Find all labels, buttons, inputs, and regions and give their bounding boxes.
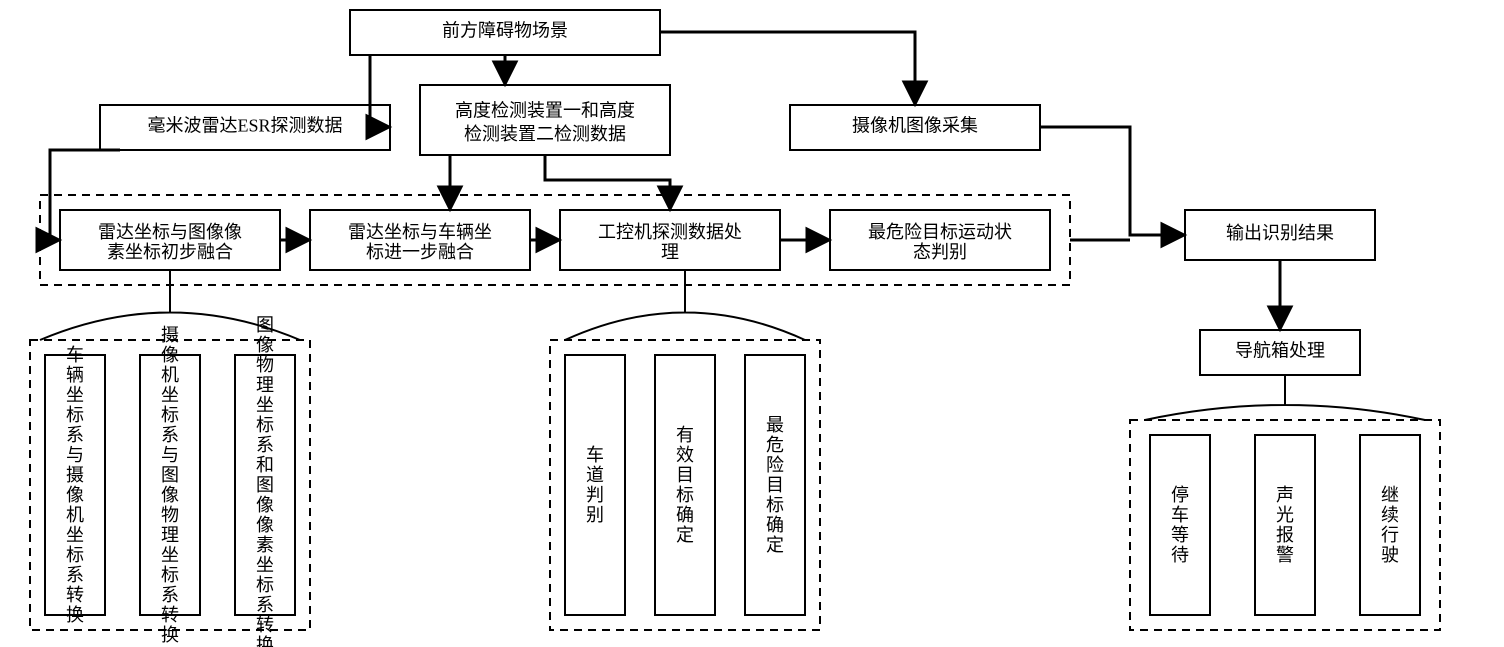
sub_fuse1-item-1-char-10: 理 bbox=[161, 525, 179, 545]
sub_fuse1-item-0-char-2: 坐 bbox=[66, 385, 84, 405]
sub_fuse1-item-2-char-10: 像 bbox=[256, 515, 274, 535]
sub_fuse1-item-1-char-2: 机 bbox=[161, 365, 179, 385]
sub_fuse1-item-2-char-6: 系 bbox=[256, 435, 274, 455]
scene-label: 前方障碍物场景 bbox=[442, 21, 568, 41]
sub_ipc-item-1-char-4: 确 bbox=[676, 505, 694, 525]
sub_nav-item-1-char-1: 光 bbox=[1276, 505, 1294, 525]
sub_ipc-item-1-char-2: 目 bbox=[676, 465, 694, 485]
sub_ipc-item-0-char-3: 别 bbox=[586, 505, 604, 525]
sub_fuse1-item-1-char-12: 标 bbox=[161, 565, 179, 585]
edge-6 bbox=[1040, 127, 1185, 235]
brace-2 bbox=[1145, 390, 1425, 420]
sub_nav-item-2-char-2: 行 bbox=[1381, 525, 1399, 545]
sub_fuse1-item-0-char-4: 系 bbox=[66, 425, 84, 445]
sub_fuse1-item-1-char-14: 转 bbox=[161, 605, 179, 625]
sub_fuse1-item-2-char-1: 像 bbox=[256, 335, 274, 355]
sub_fuse1-item-0-char-10: 标 bbox=[66, 545, 84, 565]
ipc-label-1: 理 bbox=[661, 242, 679, 262]
sub_fuse1-item-2-char-9: 像 bbox=[256, 495, 274, 515]
sub_fuse1-item-2-char-14: 系 bbox=[256, 595, 274, 615]
sub_fuse1-item-2-char-4: 坐 bbox=[256, 395, 274, 415]
navbox-label: 导航箱处理 bbox=[1235, 341, 1325, 361]
sub_nav-item-1-char-0: 声 bbox=[1276, 485, 1294, 505]
sub_nav-item-0-char-3: 待 bbox=[1171, 545, 1189, 565]
height-label-1: 检测装置二检测数据 bbox=[464, 124, 626, 144]
sub_fuse1-item-0-char-5: 与 bbox=[66, 445, 84, 465]
fuse1-label-0: 雷达坐标与图像像 bbox=[98, 222, 242, 242]
sub_ipc-item-1-char-5: 定 bbox=[676, 525, 694, 545]
sub_nav-item-0-char-2: 等 bbox=[1171, 525, 1189, 545]
sub_ipc-item-0-char-0: 车 bbox=[586, 445, 604, 465]
sub_fuse1-item-2-char-12: 坐 bbox=[256, 555, 274, 575]
edge-5 bbox=[545, 155, 670, 210]
sub_ipc-item-2-char-0: 最 bbox=[766, 415, 784, 435]
sub_nav-item-2-char-0: 继 bbox=[1381, 485, 1399, 505]
sub_fuse1-item-1-char-9: 物 bbox=[161, 505, 179, 525]
fuse2-label-1: 标进一步融合 bbox=[366, 242, 474, 262]
sub_fuse1-item-0-char-13: 换 bbox=[66, 605, 84, 625]
danger-label-0: 最危险目标运动状 bbox=[868, 222, 1012, 242]
danger-label-1: 态判别 bbox=[913, 242, 967, 262]
sub_ipc-item-2-char-4: 标 bbox=[766, 495, 784, 515]
sub_nav-item-1-char-3: 警 bbox=[1276, 545, 1294, 565]
sub_fuse1-item-1-char-7: 图 bbox=[161, 465, 179, 485]
sub_ipc-item-1-char-1: 效 bbox=[676, 445, 694, 465]
sub_nav-item-1-char-2: 报 bbox=[1276, 525, 1294, 545]
sub_fuse1-item-2-char-0: 图 bbox=[256, 315, 274, 335]
sub_ipc-item-2-char-3: 目 bbox=[766, 475, 784, 495]
sub_nav-item-0-char-0: 停 bbox=[1171, 485, 1189, 505]
sub_fuse1-item-0-char-3: 标 bbox=[66, 405, 84, 425]
sub_fuse1-item-2-char-13: 标 bbox=[256, 575, 274, 595]
sub_fuse1-item-0-char-11: 系 bbox=[66, 565, 84, 585]
sub_fuse1-item-0-char-1: 辆 bbox=[66, 365, 84, 385]
sub_ipc-item-2-char-2: 险 bbox=[766, 455, 784, 475]
fuse2-label-0: 雷达坐标与车辆坐 bbox=[348, 222, 492, 242]
sub_fuse1-item-1-char-4: 标 bbox=[161, 405, 179, 425]
sub_nav-item-0-char-1: 车 bbox=[1171, 505, 1189, 525]
sub_fuse1-item-2-char-8: 图 bbox=[256, 475, 274, 495]
sub_fuse1-item-1-char-8: 像 bbox=[161, 485, 179, 505]
sub_ipc-item-2-char-6: 定 bbox=[766, 535, 784, 555]
sub_fuse1-item-0-char-8: 机 bbox=[66, 505, 84, 525]
sub_fuse1-item-0-char-0: 车 bbox=[66, 345, 84, 365]
sub_fuse1-item-0-char-6: 摄 bbox=[66, 465, 84, 485]
sub_nav-item-2-char-1: 续 bbox=[1381, 505, 1399, 525]
sub_fuse1-item-1-char-0: 摄 bbox=[161, 325, 179, 345]
sub_ipc-item-2-char-5: 确 bbox=[766, 515, 784, 535]
output-label: 输出识别结果 bbox=[1226, 223, 1334, 243]
sub_fuse1-item-1-char-1: 像 bbox=[161, 345, 179, 365]
sub_fuse1-item-0-char-7: 像 bbox=[66, 485, 84, 505]
sub_fuse1-item-2-char-16: 换 bbox=[256, 635, 274, 647]
sub_fuse1-item-0-char-9: 坐 bbox=[66, 525, 84, 545]
sub_ipc-item-1-char-0: 有 bbox=[676, 425, 694, 445]
sub_ipc-item-0-char-2: 判 bbox=[586, 485, 604, 505]
sub_fuse1-item-1-char-5: 系 bbox=[161, 425, 179, 445]
sub_fuse1-item-2-char-15: 转 bbox=[256, 615, 274, 635]
sub_fuse1-item-1-char-15: 换 bbox=[161, 625, 179, 645]
sub_fuse1-item-1-char-6: 与 bbox=[161, 445, 179, 465]
sub_fuse1-item-1-char-11: 坐 bbox=[161, 545, 179, 565]
camera-label: 摄像机图像采集 bbox=[852, 116, 978, 136]
edge-2 bbox=[660, 32, 915, 105]
flowchart-canvas: 前方障碍物场景毫米波雷达ESR探测数据高度检测装置一和高度检测装置二检测数据摄像… bbox=[0, 0, 1504, 647]
sub_ipc-item-2-char-1: 危 bbox=[766, 435, 784, 455]
sub_fuse1-item-1-char-13: 系 bbox=[161, 585, 179, 605]
brace-1 bbox=[565, 285, 805, 340]
radar-label: 毫米波雷达ESR探测数据 bbox=[147, 116, 342, 136]
sub_nav-item-2-char-3: 驶 bbox=[1381, 545, 1399, 565]
sub_fuse1-item-2-char-2: 物 bbox=[256, 355, 274, 375]
sub_fuse1-item-2-char-7: 和 bbox=[256, 455, 274, 475]
sub_fuse1-item-2-char-5: 标 bbox=[256, 415, 274, 435]
sub_fuse1-item-0-char-12: 转 bbox=[66, 585, 84, 605]
sub_fuse1-item-1-char-3: 坐 bbox=[161, 385, 179, 405]
height-label-0: 高度检测装置一和高度 bbox=[455, 100, 635, 120]
ipc-label-0: 工控机探测数据处 bbox=[598, 222, 742, 242]
sub_fuse1-item-2-char-11: 素 bbox=[256, 535, 274, 555]
sub_ipc-item-0-char-1: 道 bbox=[586, 465, 604, 485]
sub_ipc-item-1-char-3: 标 bbox=[676, 485, 694, 505]
sub_fuse1-item-2-char-3: 理 bbox=[256, 375, 274, 395]
fuse1-label-1: 素坐标初步融合 bbox=[107, 242, 233, 262]
